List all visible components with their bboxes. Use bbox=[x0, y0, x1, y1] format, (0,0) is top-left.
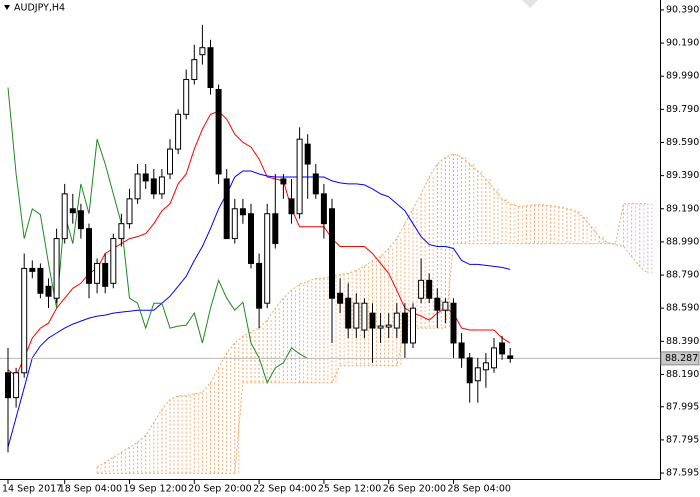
candle-body bbox=[142, 173, 149, 182]
candle-body bbox=[450, 302, 457, 344]
candle-body bbox=[231, 208, 238, 240]
candle-body bbox=[329, 208, 335, 299]
candle-body bbox=[69, 208, 76, 214]
candle-body bbox=[37, 267, 44, 294]
x-tick-label: 22 Sep 04:00 bbox=[253, 484, 316, 495]
x-tick-label: 14 Sep 2017 bbox=[2, 484, 62, 495]
candle-body bbox=[426, 279, 433, 299]
y-tick-label: 89.790 bbox=[666, 104, 699, 115]
y-tick-label: 88.790 bbox=[666, 270, 699, 281]
candle-body bbox=[385, 324, 392, 328]
candle-body bbox=[248, 213, 254, 264]
candle-body bbox=[369, 312, 376, 329]
chart-title: AUDJPY,H4 bbox=[14, 3, 65, 14]
candle-body bbox=[393, 312, 400, 329]
candle-body bbox=[110, 238, 117, 284]
candle-body bbox=[296, 138, 303, 215]
candle-body bbox=[401, 312, 408, 344]
candle-body bbox=[410, 307, 416, 344]
symbol-icon bbox=[4, 5, 10, 10]
last-price-label: 88.287 bbox=[665, 353, 698, 364]
y-tick-label: 89.190 bbox=[666, 203, 699, 214]
candle-body bbox=[320, 193, 327, 225]
candle-body bbox=[256, 262, 263, 309]
candle-body bbox=[264, 213, 271, 304]
candle-body bbox=[21, 267, 28, 374]
y-tick-label: 88.390 bbox=[666, 336, 699, 347]
candle-body bbox=[175, 113, 182, 150]
candle-layer bbox=[5, 24, 514, 453]
candle-body bbox=[199, 47, 206, 56]
y-tick-label: 90.390 bbox=[666, 4, 699, 15]
y-tick-label: 88.190 bbox=[666, 369, 699, 380]
candle-body bbox=[361, 302, 368, 331]
candle-body bbox=[207, 47, 214, 88]
y-tick-label: 87.595 bbox=[666, 468, 699, 479]
candle-body bbox=[150, 178, 157, 195]
candle-body bbox=[118, 223, 125, 240]
x-tick-label: 20 Sep 20:00 bbox=[188, 484, 251, 495]
span-b-line bbox=[97, 203, 648, 474]
candle-body bbox=[191, 59, 198, 81]
candle-body bbox=[466, 357, 473, 384]
y-tick-label: 89.390 bbox=[666, 170, 699, 181]
span-a-line bbox=[96, 153, 649, 468]
candle-body bbox=[183, 79, 190, 115]
candle-body bbox=[288, 198, 295, 215]
candle-body bbox=[280, 178, 287, 185]
candle-body bbox=[134, 173, 141, 200]
scroll-marker bbox=[522, 0, 538, 8]
candle-body bbox=[61, 193, 68, 240]
x-tick-label: 18 Sep 04:00 bbox=[59, 484, 122, 495]
candle-body bbox=[239, 208, 246, 216]
candle-body bbox=[491, 347, 497, 369]
candle-body bbox=[474, 367, 481, 382]
candle-body bbox=[272, 213, 279, 245]
candle-body bbox=[45, 285, 52, 297]
x-tick-label: 25 Sep 12:00 bbox=[318, 484, 381, 495]
candle-body bbox=[458, 342, 465, 359]
y-tick-label: 90.190 bbox=[666, 38, 699, 49]
candle-body bbox=[167, 148, 173, 175]
candle-body bbox=[377, 325, 384, 329]
y-tick-label: 87.995 bbox=[666, 401, 699, 412]
candle-body bbox=[312, 173, 319, 195]
indicator-line bbox=[7, 170, 511, 448]
candle-body bbox=[345, 297, 352, 329]
y-tick-label: 87.795 bbox=[666, 434, 699, 445]
candle-body bbox=[29, 267, 36, 272]
candle-body bbox=[158, 176, 165, 195]
candle-body bbox=[13, 372, 20, 399]
x-tick-label: 28 Sep 04:00 bbox=[448, 484, 511, 495]
y-tick-label: 88.590 bbox=[666, 303, 699, 314]
candle-body bbox=[5, 372, 11, 399]
candle-body bbox=[215, 88, 222, 175]
x-tick-label: 19 Sep 12:00 bbox=[124, 484, 187, 495]
last-price-box bbox=[660, 351, 700, 366]
candle-body bbox=[94, 262, 101, 284]
candle-body bbox=[482, 362, 489, 371]
x-tick-label: 26 Sep 20:00 bbox=[383, 484, 446, 495]
candle-body bbox=[442, 301, 449, 311]
candle-body bbox=[434, 297, 441, 311]
candle-body bbox=[223, 178, 230, 240]
y-tick-label: 89.590 bbox=[666, 137, 699, 148]
candle-body bbox=[499, 342, 506, 355]
candle-body bbox=[418, 279, 425, 299]
candle-body bbox=[126, 198, 133, 225]
candle-body bbox=[507, 355, 514, 359]
candle-body bbox=[337, 292, 344, 304]
candle-body bbox=[304, 143, 311, 165]
candle-body bbox=[77, 210, 84, 230]
candle-body bbox=[353, 302, 360, 329]
y-tick-label: 89.990 bbox=[666, 71, 699, 82]
candle-body bbox=[102, 262, 109, 287]
y-tick-label: 88.990 bbox=[666, 236, 699, 247]
candle-body bbox=[53, 238, 60, 299]
candle-body bbox=[86, 228, 92, 284]
